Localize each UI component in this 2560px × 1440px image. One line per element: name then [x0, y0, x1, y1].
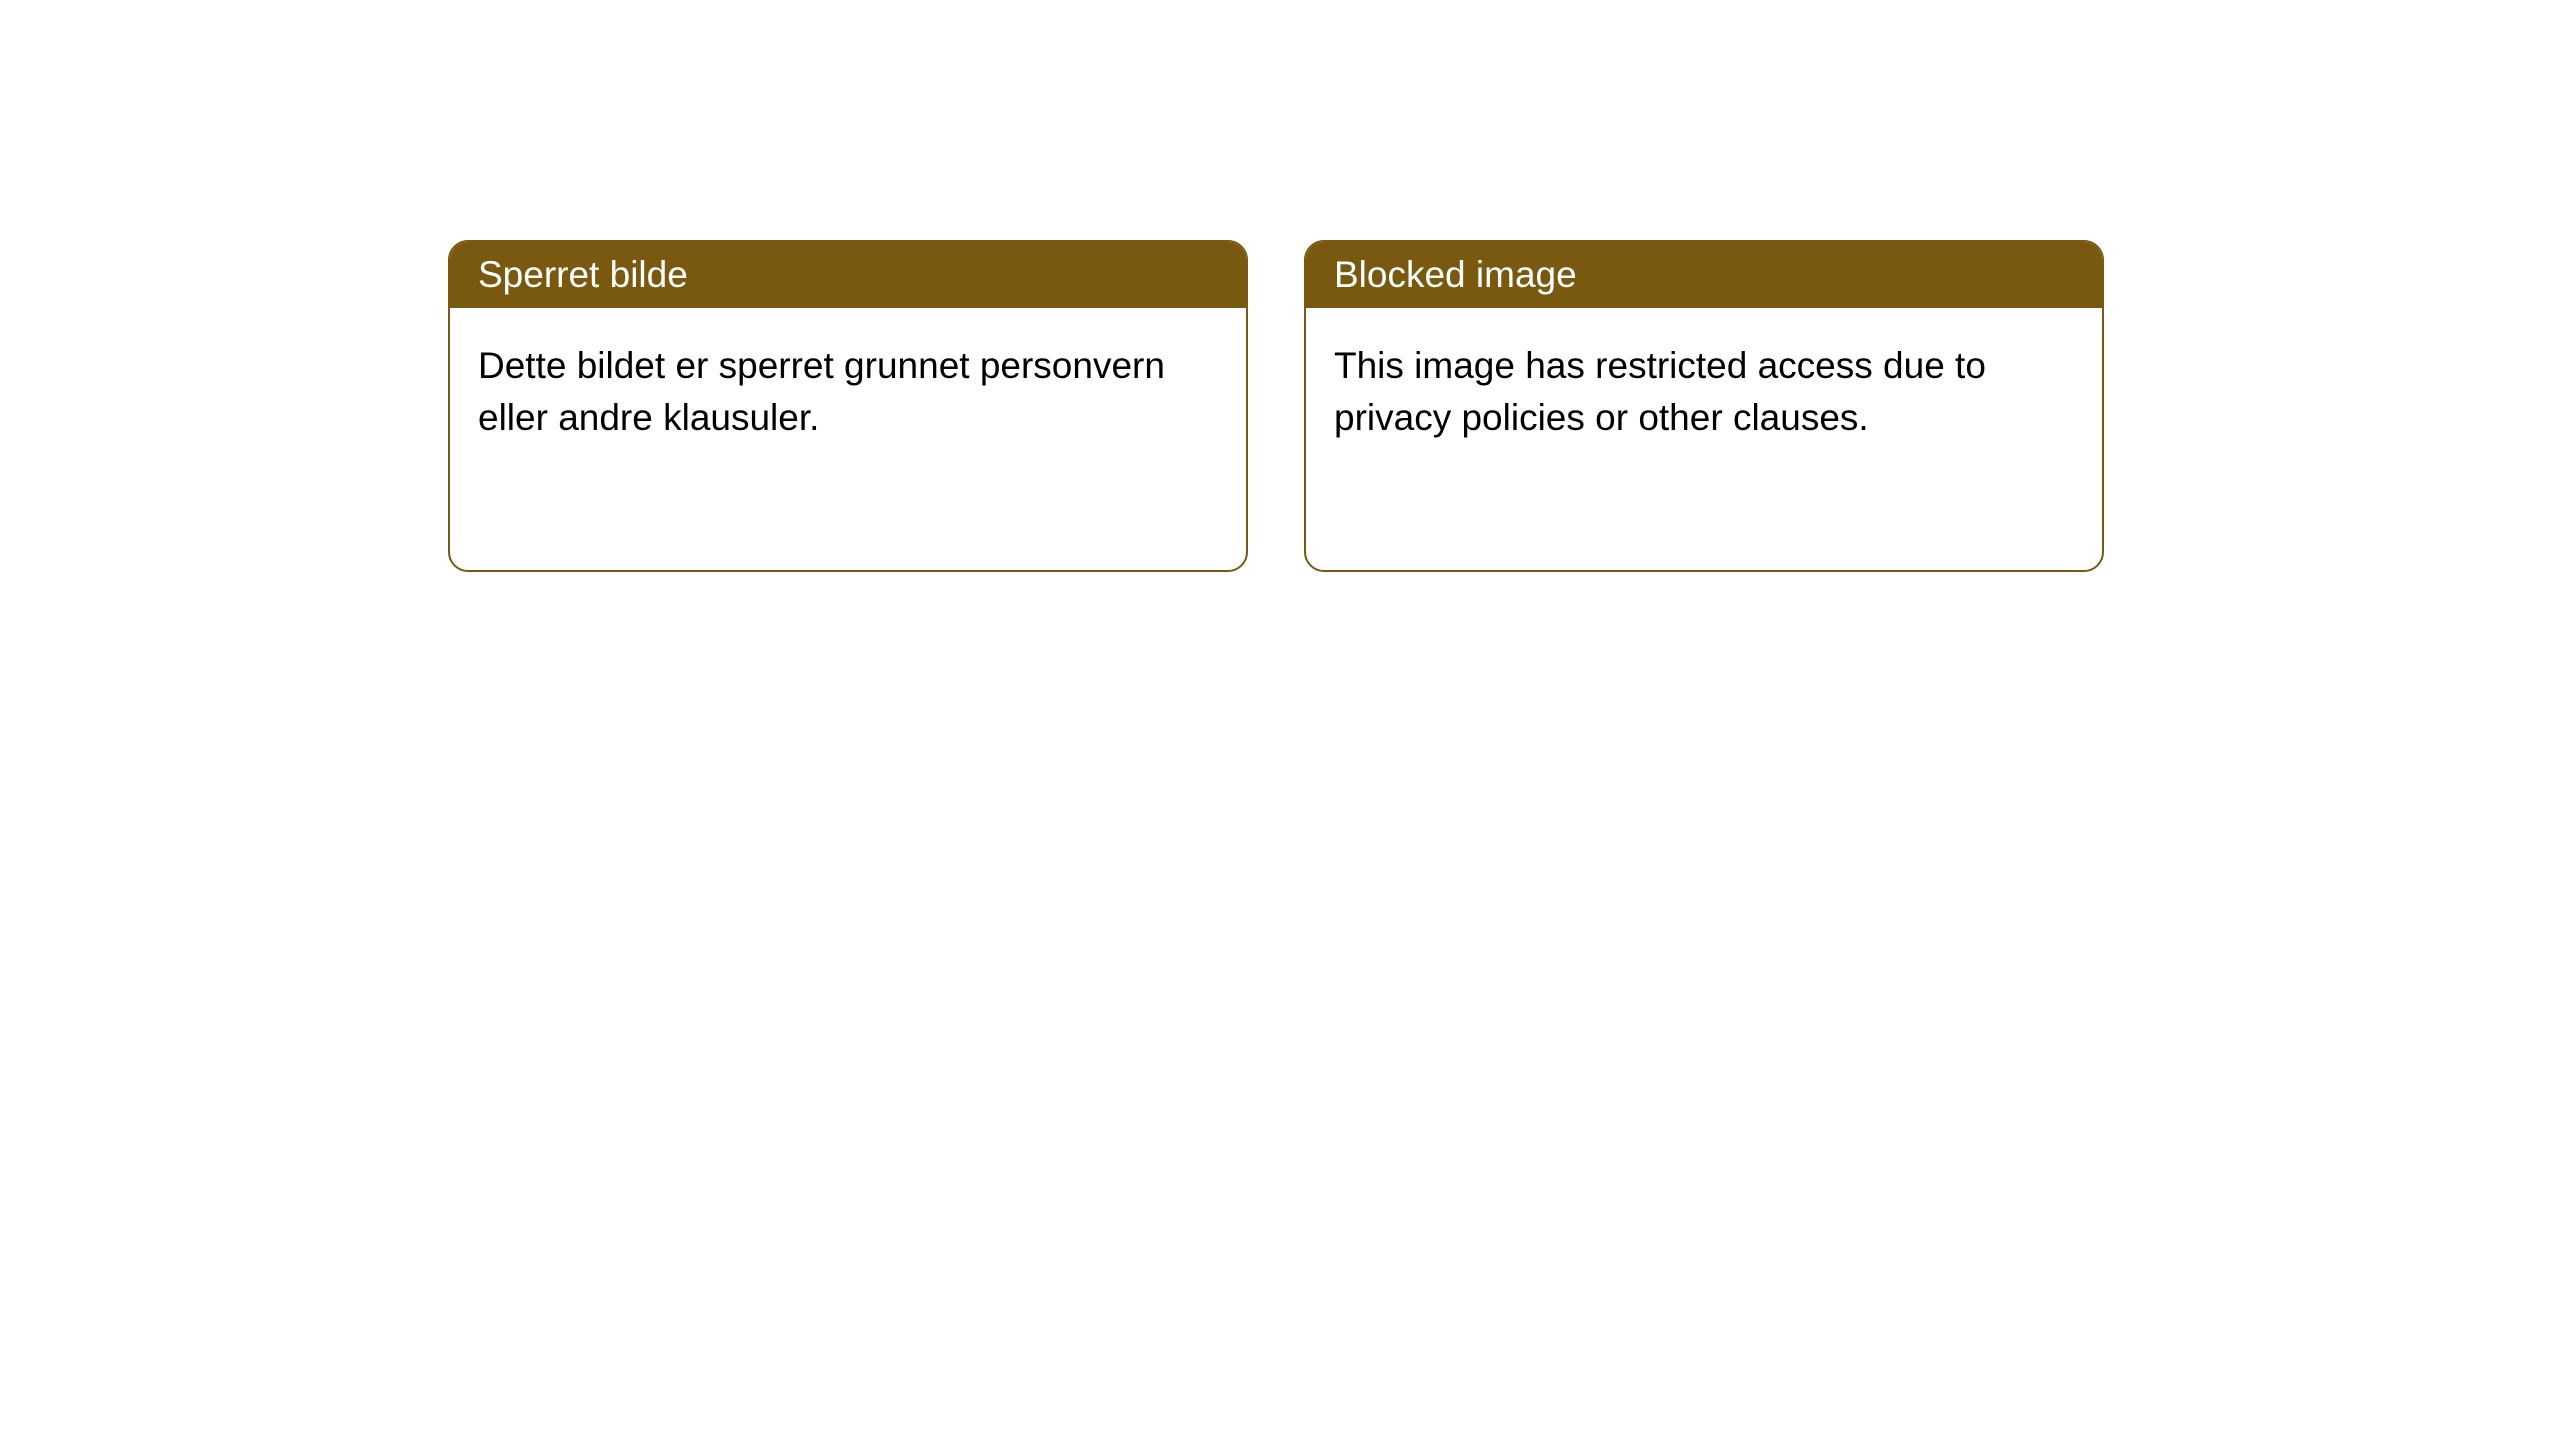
- notice-body-text: Dette bildet er sperret grunnet personve…: [478, 345, 1165, 438]
- notice-header: Sperret bilde: [450, 242, 1246, 308]
- notice-card-english: Blocked image This image has restricted …: [1304, 240, 2104, 572]
- notice-card-norwegian: Sperret bilde Dette bildet er sperret gr…: [448, 240, 1248, 572]
- notice-body: Dette bildet er sperret grunnet personve…: [450, 308, 1246, 476]
- notice-body-text: This image has restricted access due to …: [1334, 345, 1986, 438]
- notice-header-text: Blocked image: [1334, 254, 1577, 295]
- notice-header-text: Sperret bilde: [478, 254, 688, 295]
- notice-header: Blocked image: [1306, 242, 2102, 308]
- notice-body: This image has restricted access due to …: [1306, 308, 2102, 476]
- notice-container: Sperret bilde Dette bildet er sperret gr…: [0, 0, 2560, 572]
